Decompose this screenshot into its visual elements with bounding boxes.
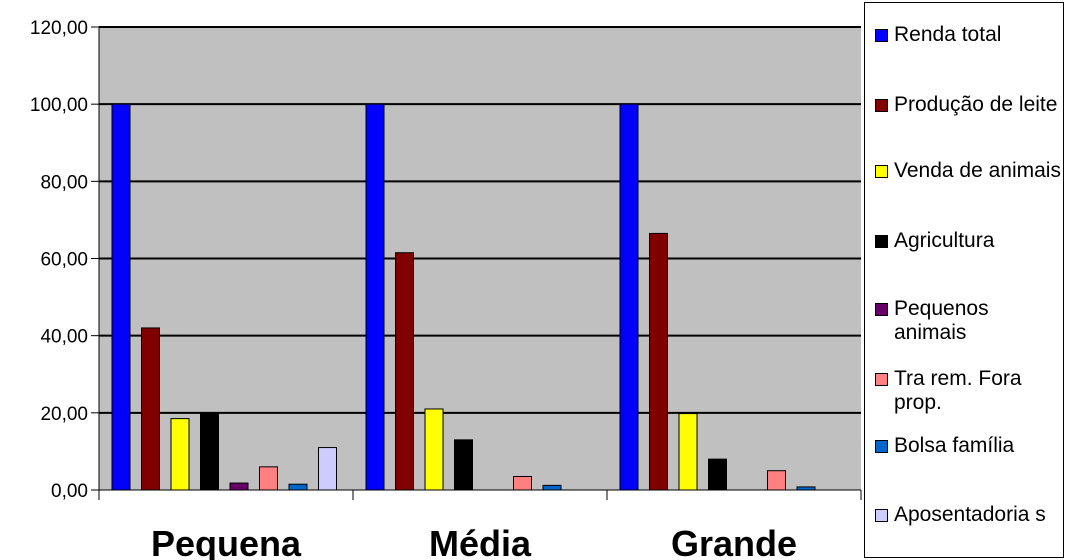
bar	[513, 475, 532, 491]
bar	[170, 418, 190, 491]
y-tick-label: 40,00	[40, 327, 88, 348]
bar	[229, 482, 249, 491]
y-tick-label: 60,00	[40, 250, 88, 271]
legend-swatch	[875, 235, 888, 248]
legend-label: Agricultura	[894, 229, 995, 252]
bar	[395, 252, 414, 491]
bar	[649, 232, 668, 491]
bar	[542, 484, 562, 491]
bar	[200, 412, 219, 491]
legend-label: Tra rem. Fora prop.	[894, 367, 1022, 414]
x-category-label: Média	[429, 523, 532, 560]
legend-label: Renda total	[894, 23, 1002, 46]
y-tick-label: 120,00	[30, 18, 88, 39]
legend-swatch	[875, 373, 888, 386]
legend-label: Bolsa família	[894, 434, 1015, 457]
legend-label: Venda de animais	[894, 159, 1061, 182]
bar	[708, 458, 727, 491]
legend-label: Pequenos animais	[894, 297, 989, 344]
bars	[111, 103, 816, 491]
bar	[318, 447, 337, 491]
legend-swatch	[875, 165, 888, 178]
legend-label: Aposentadoria s	[894, 503, 1046, 526]
bar	[767, 470, 786, 491]
bar	[454, 439, 473, 491]
gridlines	[99, 26, 861, 414]
legend-swatch	[875, 440, 888, 453]
bar	[424, 408, 444, 491]
x-category-label: Pequena	[151, 523, 302, 560]
bar	[141, 327, 160, 491]
legend: Renda total Produção de leite Venda de a…	[864, 2, 1064, 558]
legend-swatch	[875, 509, 888, 522]
bar	[365, 103, 385, 491]
bar	[288, 483, 308, 491]
y-tick-label: 0,00	[51, 481, 88, 502]
axes: 0,00 20,00 40,00 60,00 80,00 100,00 120,00 Pequ…	[30, 18, 862, 560]
y-tick-label: 80,00	[40, 172, 88, 193]
bar	[619, 103, 639, 491]
bar	[678, 413, 698, 491]
bar	[259, 466, 278, 491]
y-tick-label: 20,00	[40, 404, 88, 425]
legend-label: Produção de leite	[894, 93, 1058, 116]
x-category-label: Grande	[671, 523, 797, 560]
legend-swatch	[875, 29, 888, 42]
bar	[111, 103, 131, 491]
legend-swatch	[875, 99, 888, 112]
y-tick-label: 100,00	[30, 95, 88, 116]
legend-swatch	[875, 303, 888, 316]
